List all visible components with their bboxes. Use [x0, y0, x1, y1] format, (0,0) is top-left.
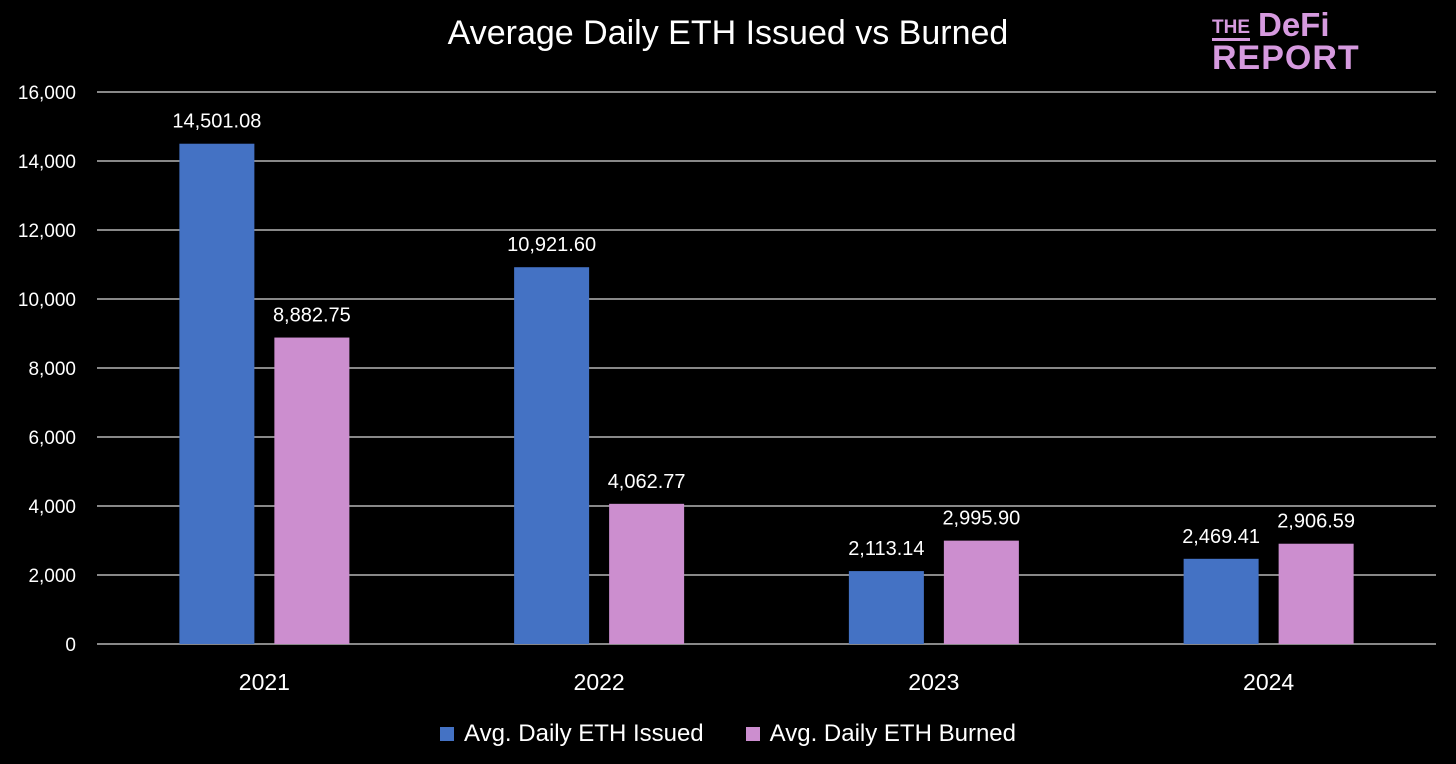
legend-item-burned: Avg. Daily ETH Burned — [745, 720, 1016, 748]
legend-label-issued: Avg. Daily ETH Issued — [464, 720, 704, 747]
logo-the: THE — [1212, 18, 1250, 41]
bar-issued-2024 — [1183, 558, 1259, 644]
logo-defi: DeFi — [1258, 6, 1330, 43]
bar-burned-2024 — [1278, 543, 1354, 644]
y-tick-label-2000: 2,000 — [28, 566, 76, 587]
logo-report: REPORT — [1212, 39, 1360, 77]
data-label-burned-2023: 2,995.90 — [942, 508, 1020, 530]
y-tick-label-6000: 6,000 — [28, 428, 76, 449]
y-tick-label-14000: 14,000 — [18, 152, 76, 173]
x-tick-label-2021: 2021 — [239, 669, 290, 695]
data-label-burned-2022: 4,062.77 — [608, 471, 686, 493]
data-label-burned-2024: 2,906.59 — [1277, 511, 1355, 533]
legend-label-burned: Avg. Daily ETH Burned — [769, 720, 1016, 747]
x-tick-label-2024: 2024 — [1243, 669, 1294, 695]
data-label-issued-2021: 14,501.08 — [172, 111, 261, 133]
defi-report-logo: THE DeFi REPORT — [1212, 8, 1360, 75]
chart-title: Average Daily ETH Issued vs Burned — [447, 14, 1009, 52]
bar-issued-2021 — [179, 143, 255, 644]
y-tick-label-4000: 4,000 — [28, 497, 76, 518]
legend-swatch-burned — [745, 727, 760, 741]
legend: Avg. Daily ETH Issued Avg. Daily ETH Bur… — [0, 720, 1456, 748]
bar-issued-2022 — [514, 267, 590, 644]
y-tick-label-8000: 8,000 — [28, 359, 76, 380]
bar-issued-2023 — [848, 571, 924, 644]
data-label-issued-2022: 10,921.60 — [507, 234, 596, 256]
x-tick-label-2023: 2023 — [908, 669, 959, 695]
x-tick-label-2022: 2022 — [574, 669, 625, 695]
y-tick-label-16000: 16,000 — [18, 83, 76, 104]
data-label-issued-2024: 2,469.41 — [1182, 526, 1260, 548]
bar-burned-2021 — [274, 337, 350, 644]
bar-burned-2023 — [943, 540, 1019, 644]
data-label-burned-2021: 8,882.75 — [273, 305, 351, 327]
legend-swatch-issued — [440, 727, 454, 741]
bar-burned-2022 — [609, 503, 685, 644]
y-tick-label-10000: 10,000 — [18, 290, 76, 311]
y-tick-label-0: 0 — [65, 635, 76, 656]
data-label-issued-2023: 2,113.14 — [848, 538, 924, 560]
y-tick-label-12000: 12,000 — [18, 221, 76, 242]
legend-item-issued: Avg. Daily ETH Issued — [440, 720, 704, 748]
